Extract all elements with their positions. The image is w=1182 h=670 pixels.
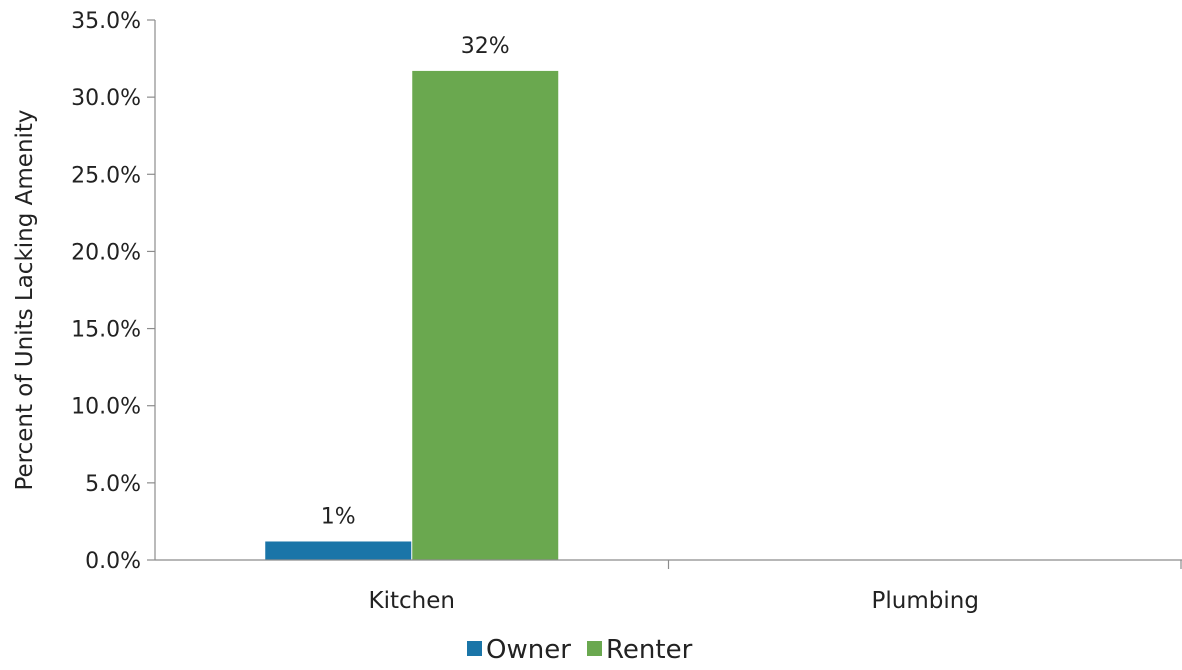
y-tick-label: 10.0% bbox=[71, 395, 141, 420]
data-label: 1% bbox=[321, 504, 356, 529]
y-tick-label: 25.0% bbox=[71, 163, 141, 188]
x-category-label: Kitchen bbox=[369, 588, 455, 614]
y-tick-label: 20.0% bbox=[71, 240, 141, 265]
y-tick-label: 35.0% bbox=[71, 9, 141, 34]
legend-label-renter: Renter bbox=[606, 635, 693, 665]
y-tick-label: 30.0% bbox=[71, 86, 141, 111]
bar-owner-kitchen bbox=[265, 541, 412, 560]
axes bbox=[154, 20, 1182, 561]
y-axis-title: Percent of Units Lacking Amenity bbox=[12, 109, 38, 490]
legend-swatch-owner bbox=[467, 641, 482, 656]
data-label: 32% bbox=[461, 34, 510, 59]
legend-label-owner: Owner bbox=[486, 635, 571, 665]
y-axis-ticks: 0.0% 5.0% 10.0% 15.0% 20.0% 25.0% 30.0% 35.0% bbox=[71, 9, 155, 574]
y-tick-label: 15.0% bbox=[71, 318, 141, 343]
x-axis-categories: Kitchen Plumbing bbox=[369, 560, 1182, 614]
x-category-label: Plumbing bbox=[872, 588, 979, 614]
legend: Owner Renter bbox=[467, 635, 693, 665]
y-tick-label: 0.0% bbox=[85, 549, 141, 574]
y-tick-label: 5.0% bbox=[85, 472, 141, 497]
data-labels: 1% 32% bbox=[321, 34, 510, 530]
legend-swatch-renter bbox=[587, 641, 602, 656]
bars bbox=[265, 70, 559, 561]
bar-renter-kitchen bbox=[412, 70, 559, 561]
